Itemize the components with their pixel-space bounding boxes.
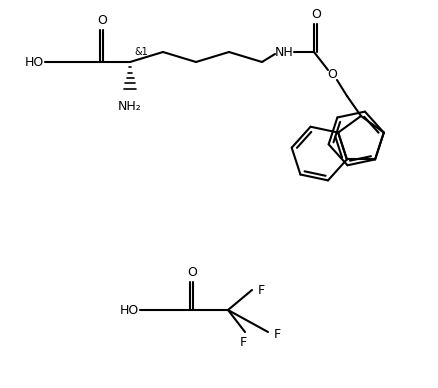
Text: O: O <box>187 267 197 279</box>
Text: O: O <box>97 14 107 28</box>
Text: F: F <box>240 336 247 348</box>
Text: NH: NH <box>275 45 293 59</box>
Text: NH₂: NH₂ <box>118 99 142 113</box>
Text: F: F <box>258 284 265 296</box>
Text: O: O <box>311 9 321 21</box>
Text: F: F <box>274 327 281 341</box>
Text: HO: HO <box>120 303 139 317</box>
Text: O: O <box>327 68 337 80</box>
Text: &1: &1 <box>134 47 148 57</box>
Text: HO: HO <box>25 55 44 69</box>
